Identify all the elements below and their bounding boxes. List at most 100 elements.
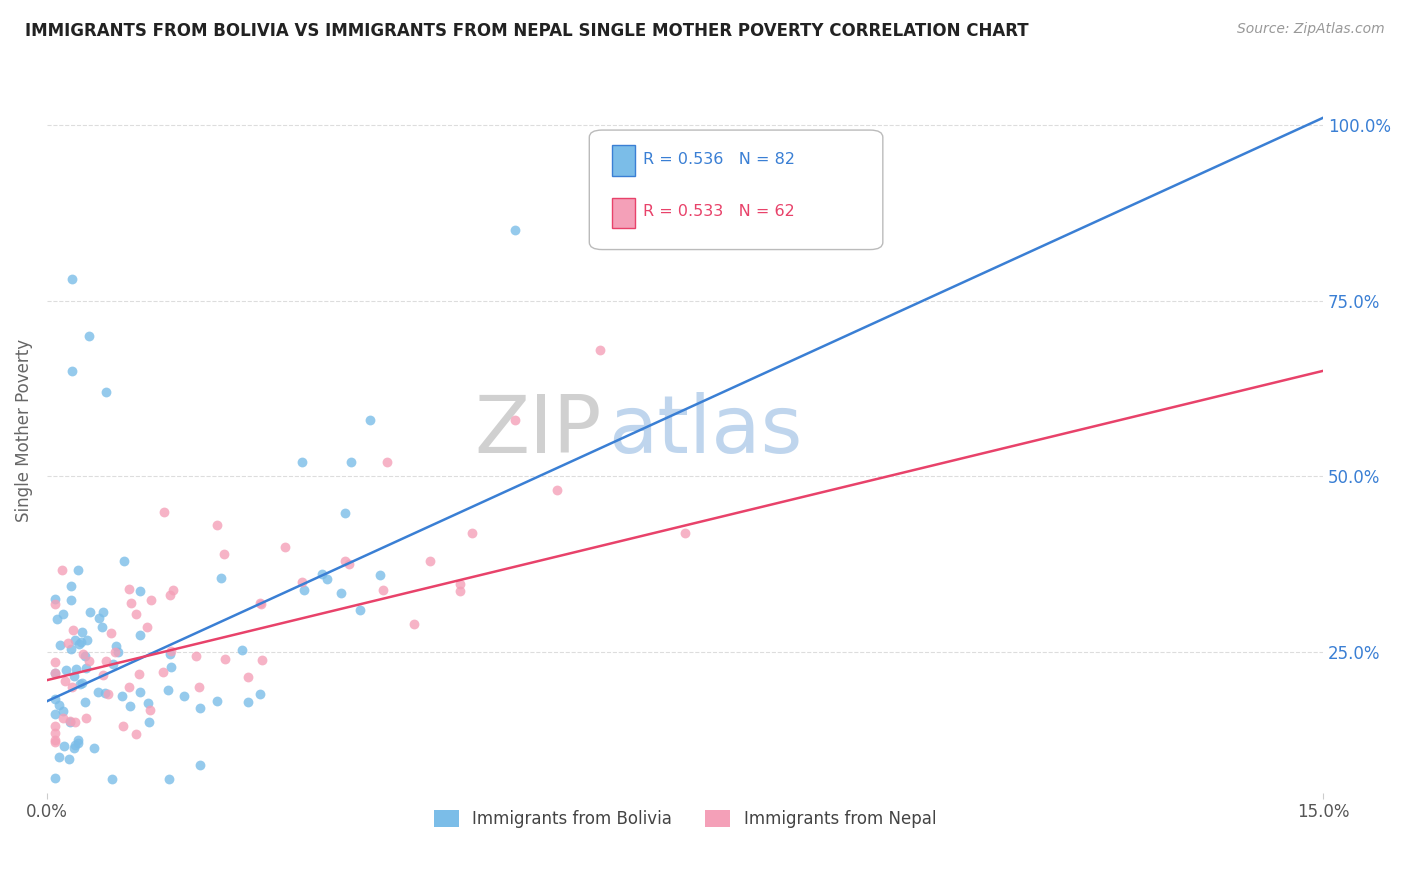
Point [125,607,148,621]
Point [44,706,66,721]
Point [83,741,105,756]
Point [162,582,184,597]
Point [100,772,122,786]
Point [187,681,209,695]
Point [60,680,83,694]
Point [188,701,211,715]
Point [236,670,259,684]
Point [349,603,371,617]
Point [94,654,117,668]
Point [55,663,77,677]
Point [72,675,94,690]
Point [337,557,360,571]
Point [291,574,314,589]
Point [330,586,353,600]
Point [53,674,76,689]
Point [139,703,162,717]
Text: ZIP: ZIP [475,392,602,469]
Point [44,666,66,681]
Point [59,714,82,728]
Point [69,677,91,691]
Point [184,649,207,664]
Point [52,704,75,718]
Point [449,584,471,599]
Point [157,772,180,786]
Point [63,740,86,755]
Point [44,735,66,749]
Point [91,605,114,619]
Point [205,518,228,533]
Point [44,597,66,611]
Point [311,567,333,582]
Point [371,583,394,598]
Point [673,525,696,540]
Point [76,633,98,648]
Point [75,711,97,725]
Point [63,632,86,647]
Point [63,715,86,730]
Point [125,726,148,740]
Point [94,686,117,700]
Point [44,772,66,786]
Point [546,483,568,498]
Point [503,413,526,427]
Point [156,682,179,697]
Point [51,563,73,577]
Point [59,641,82,656]
Point [44,726,66,740]
Point [291,455,314,469]
Point [250,653,273,667]
Point [117,680,139,694]
Point [249,687,271,701]
Point [79,605,101,619]
Point [209,571,232,585]
FancyBboxPatch shape [589,130,883,250]
Point [188,758,211,772]
Point [56,636,79,650]
Point [91,667,114,681]
Point [89,611,111,625]
Text: R = 0.536   N = 82: R = 0.536 N = 82 [643,152,794,167]
Point [104,645,127,659]
Point [159,588,181,602]
Point [152,505,174,519]
Point [70,634,93,648]
Point [66,736,89,750]
Point [67,733,90,747]
Point [59,592,82,607]
Point [214,652,236,666]
Point [44,655,66,669]
Point [65,739,87,753]
FancyBboxPatch shape [612,198,636,228]
Point [375,455,398,469]
Point [159,643,181,657]
Point [249,596,271,610]
Point [46,612,69,626]
Point [66,564,89,578]
Point [274,540,297,554]
Point [589,343,612,357]
Point [110,690,132,704]
Point [53,739,76,753]
Point [292,582,315,597]
Point [231,643,253,657]
Point [419,554,441,568]
Point [112,554,135,568]
Point [72,624,94,639]
Point [128,584,150,599]
Point [62,364,84,378]
Point [120,596,142,610]
Point [136,696,159,710]
Point [333,506,356,520]
Point [503,223,526,237]
Point [79,654,101,668]
Y-axis label: Single Mother Poverty: Single Mother Poverty [15,339,32,522]
Text: R = 0.533   N = 62: R = 0.533 N = 62 [643,204,794,219]
Point [117,582,139,597]
Point [205,694,228,708]
Point [173,689,195,703]
Point [404,617,426,632]
Point [152,665,174,679]
Point [79,328,101,343]
Text: Source: ZipAtlas.com: Source: ZipAtlas.com [1237,22,1385,37]
